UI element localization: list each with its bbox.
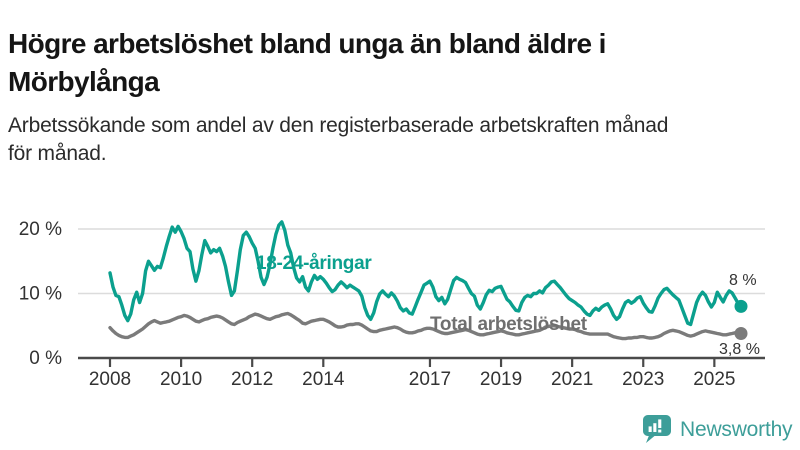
series-end-dot-18-24 (734, 299, 748, 313)
newsworthy-bubble-icon (643, 415, 671, 443)
page-title: Högre arbetslöshet bland unga än bland ä… (8, 25, 708, 101)
x-tick-label-2025: 2025 (693, 369, 735, 390)
y-tick-label-20: 20 % (19, 219, 62, 240)
series-label-total: Total arbetslöshet (430, 314, 587, 335)
title-line-2: Mörbylånga (8, 65, 160, 97)
x-tick-label-2017: 2017 (409, 369, 451, 390)
x-tick-label-2023: 2023 (622, 369, 664, 390)
x-tick-label-2010: 2010 (160, 369, 202, 390)
series-line-18-24 (108, 220, 743, 327)
end-value-label-total: 3,8 % (719, 341, 760, 358)
x-tick-label-2021: 2021 (551, 369, 593, 390)
subtitle-line-1: Arbetssökande som andel av den registerb… (8, 114, 669, 137)
y-tick-label-0: 0 % (29, 348, 62, 369)
speech-bubble-shape (643, 415, 671, 443)
chart-subtitle: Arbetssökande som andel av den registerb… (8, 112, 668, 168)
x-tick-label-2014: 2014 (302, 369, 345, 390)
title-line-1: Högre arbetslöshet bland unga än bland ä… (8, 27, 606, 59)
newsworthy-wordmark: Newsworthy (680, 417, 793, 441)
y-tick-label-10: 10 % (19, 284, 62, 305)
end-value-label-18-24: 8 % (729, 272, 757, 289)
bar-chart-bar-small (648, 426, 652, 432)
series-line-total (108, 311, 743, 341)
bar-chart-bar-tall (653, 423, 657, 432)
series-label-18-24: 18-24-åringar (256, 253, 372, 274)
exclamation-bar (658, 419, 662, 428)
series-end-dot-total (734, 327, 748, 340)
exclamation-dot (658, 429, 662, 433)
subtitle-line-2: för månad. (8, 142, 107, 165)
newsworthy-logo: Newsworthy (641, 413, 793, 446)
x-tick-label-2019: 2019 (480, 369, 522, 390)
x-tick-label-2012: 2012 (231, 369, 273, 390)
x-tick-label-2008: 2008 (89, 369, 131, 390)
